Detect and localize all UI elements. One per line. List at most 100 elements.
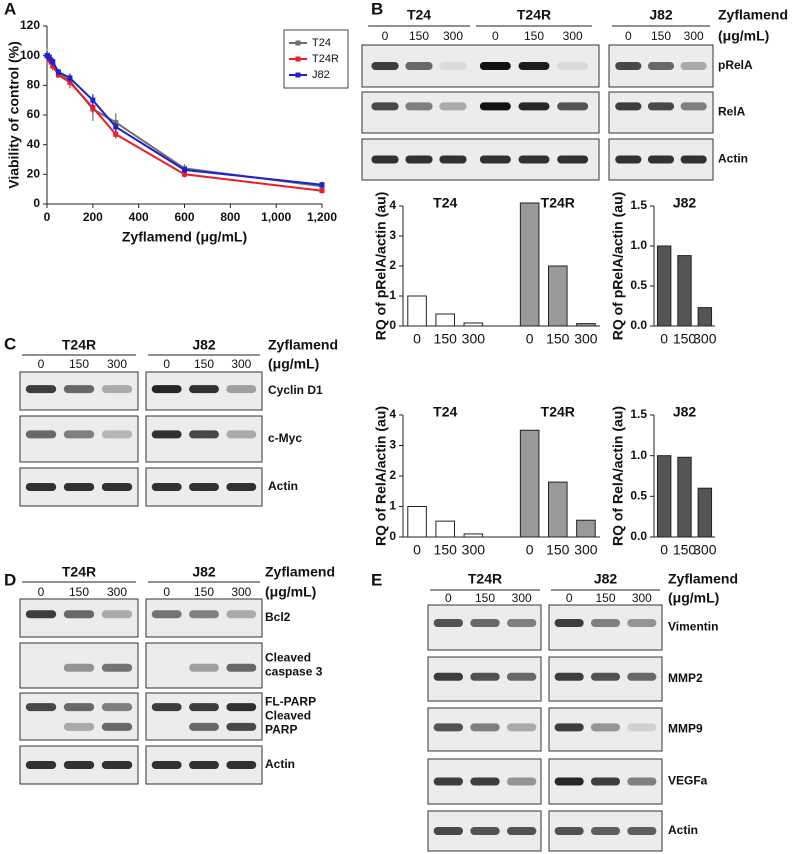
x-tick-label: 600: [174, 210, 194, 224]
blot-band: [433, 827, 463, 835]
data-point: [90, 97, 96, 103]
group-header: J82: [192, 337, 216, 353]
blot-band: [507, 777, 537, 786]
row-label: Actin: [265, 757, 295, 771]
blot-band: [101, 430, 133, 439]
blot-band: [25, 703, 57, 712]
y-tick-label: 0.5: [630, 278, 647, 292]
blot-band: [627, 777, 657, 786]
y-tick-label: 1.5: [630, 198, 647, 212]
data-point: [113, 131, 119, 137]
blot-band: [25, 610, 57, 619]
row-label: MMP2: [668, 671, 703, 685]
bar: [407, 295, 427, 327]
row-label: FL-PARP: [265, 695, 316, 709]
row-label: Cleaved: [265, 709, 311, 723]
blot-band: [25, 761, 57, 769]
x-tick-label: 300: [462, 331, 486, 347]
panel-label: C: [4, 334, 16, 353]
blot-band: [470, 723, 500, 732]
row-label: Vimentin: [668, 620, 718, 634]
x-tick-label: 300: [462, 542, 486, 558]
treatment-label: Zyflamend: [718, 7, 788, 23]
x-tick-label: 300: [574, 331, 598, 347]
legend-label: T24R: [312, 53, 339, 65]
treatment-label: Zyflamend: [265, 564, 335, 580]
bar: [407, 506, 427, 538]
chart-title: T24: [433, 195, 457, 211]
blot-band: [151, 761, 182, 769]
blot-band: [479, 62, 511, 70]
dose-label: 0: [163, 357, 170, 371]
x-tick-label: 1,000: [261, 210, 291, 224]
data-point: [182, 167, 187, 173]
blot-band: [226, 385, 257, 394]
y-tick-label: 0: [389, 529, 396, 543]
y-tick-label: 0: [33, 196, 40, 210]
blot-frame: [145, 415, 263, 463]
dose-label: 0: [492, 29, 499, 43]
dose-label: 0: [382, 29, 389, 43]
chart-title: J82: [673, 404, 697, 420]
treatment-label: Zyflamend: [668, 571, 738, 587]
blot-band: [647, 102, 675, 111]
blot-band: [226, 722, 257, 731]
blot-band: [189, 703, 219, 712]
dose-label: 0: [38, 585, 45, 599]
bar: [576, 519, 596, 538]
blot-band: [590, 827, 621, 835]
bar: [697, 487, 713, 538]
x-tick-label: 150: [673, 331, 697, 347]
blot-band: [470, 619, 500, 627]
dose-label: 150: [651, 29, 671, 43]
y-tick-label: 0.5: [630, 489, 647, 503]
dose-label: 300: [231, 357, 251, 371]
blot-band: [433, 723, 463, 732]
blot-band: [615, 155, 642, 164]
y-tick-label: 80: [27, 78, 41, 92]
dose-label: 150: [595, 591, 615, 605]
blot-band: [371, 62, 399, 70]
blot-band: [189, 663, 219, 672]
bar: [656, 455, 672, 538]
y-tick-label: 1: [389, 288, 396, 302]
x-tick-label: 150: [434, 542, 458, 558]
blot-band: [470, 672, 500, 681]
data-point: [46, 54, 52, 60]
dose-label: 150: [475, 591, 495, 605]
y-tick-label: 60: [27, 107, 41, 121]
x-tick-label: 0: [526, 542, 534, 558]
chart-title: T24R: [541, 404, 575, 420]
blot-band: [680, 155, 707, 164]
row-label: Actin: [718, 152, 748, 166]
group-header: T24R: [468, 571, 502, 587]
blot-band: [371, 102, 399, 111]
blot-band: [101, 663, 133, 672]
blot-band: [439, 155, 467, 164]
blot-band: [554, 827, 584, 835]
x-tick-label: 300: [574, 542, 598, 558]
x-tick-label: 150: [673, 542, 697, 558]
dose-label: 150: [524, 29, 544, 43]
blot-band: [101, 483, 133, 491]
dose-label: 300: [512, 591, 532, 605]
blot-band: [627, 723, 657, 732]
blot-band: [507, 672, 537, 681]
blot-band: [647, 62, 675, 70]
blot-band: [433, 672, 463, 681]
blot-band: [554, 723, 584, 732]
blot-band: [63, 430, 95, 439]
blot-band: [151, 703, 182, 712]
data-point: [55, 69, 61, 75]
legend-marker: [295, 40, 301, 46]
y-axis-label: RQ of RelA/actin (au): [610, 406, 626, 546]
data-point: [90, 105, 96, 111]
x-tick-label: 150: [546, 542, 570, 558]
data-point: [319, 188, 325, 194]
bar: [519, 429, 540, 538]
bar: [463, 533, 484, 538]
blot-band: [439, 62, 467, 70]
bar: [547, 481, 568, 538]
